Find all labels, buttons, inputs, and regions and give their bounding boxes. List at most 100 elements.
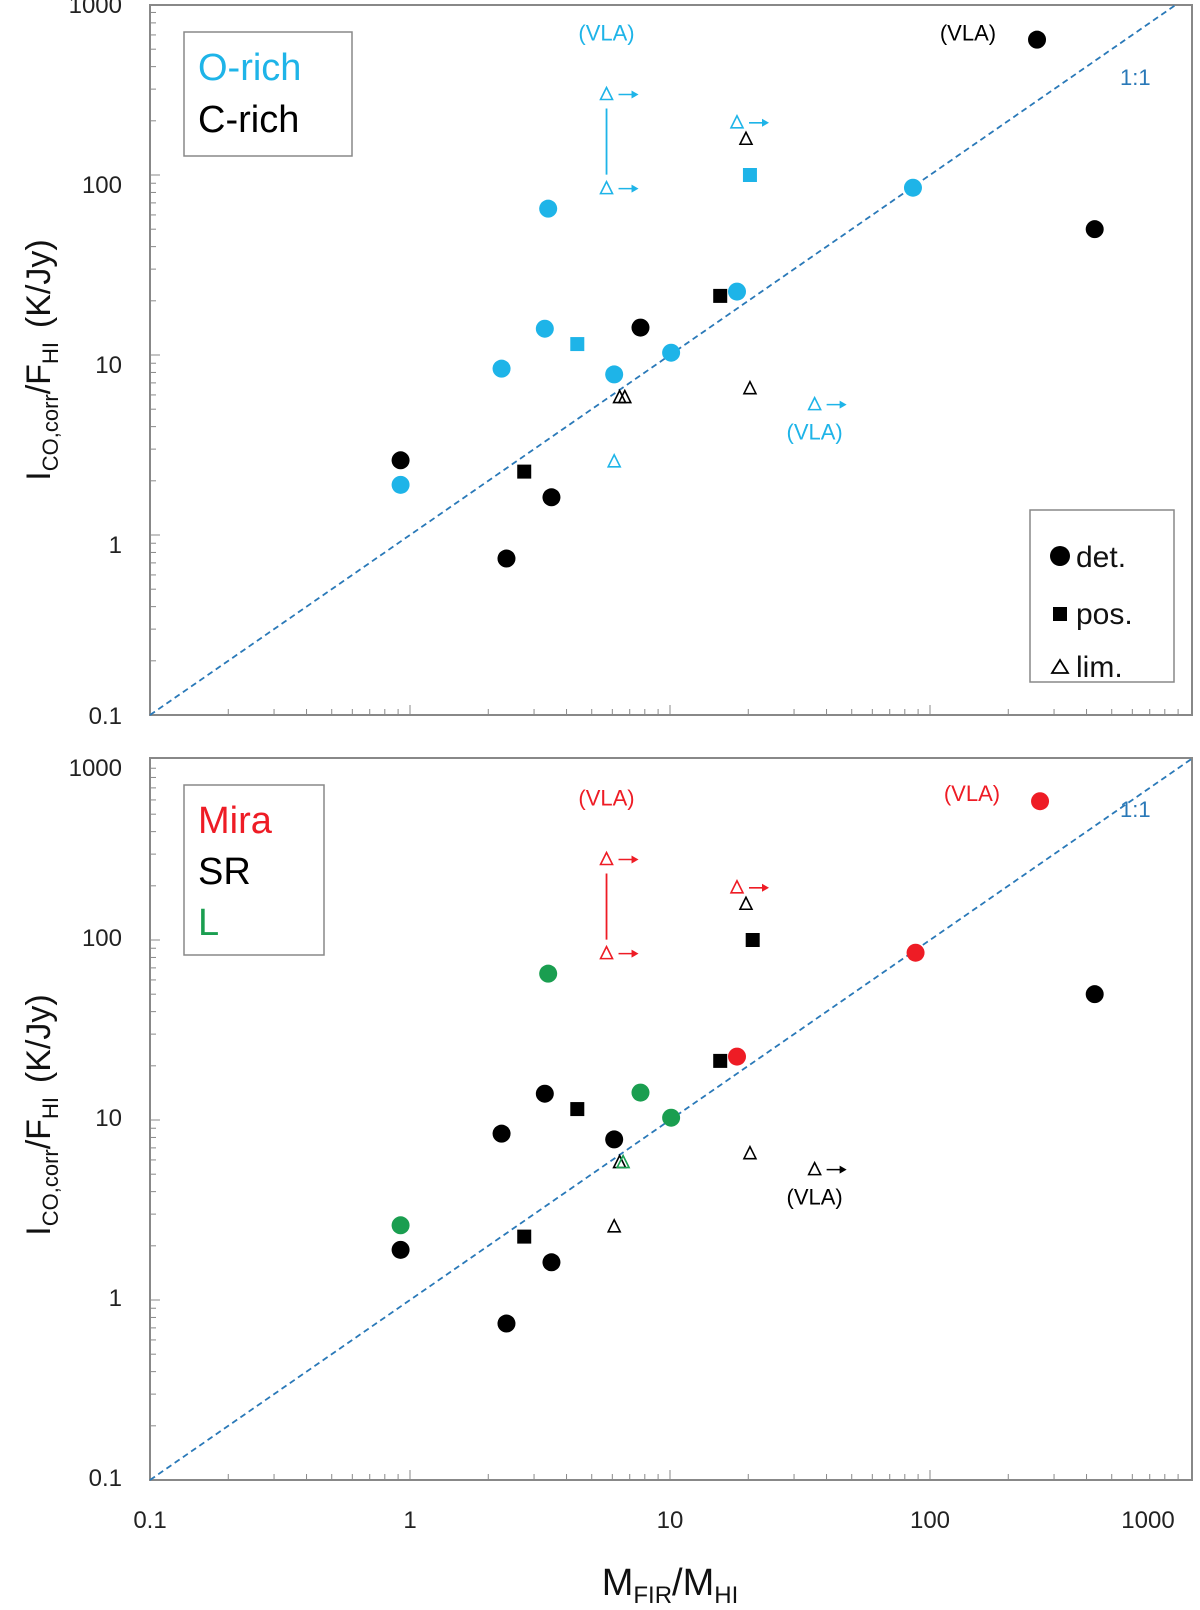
detection-point: [1031, 792, 1050, 811]
top-y-tick: 10: [95, 352, 122, 379]
panel-bottom: 1:1 1000 100 10 1 0.1 ICO,corr/FHI(K/Jy)…: [20, 755, 1193, 1609]
top-y-tick: 1000: [69, 0, 122, 19]
detection-point: [492, 1124, 511, 1143]
legend-l: L: [198, 902, 219, 944]
possible-detection-point: [570, 337, 585, 352]
top-y-tick: 100: [82, 172, 122, 199]
detection-point: [539, 199, 558, 218]
bottom-y-tick: 10: [95, 1105, 122, 1132]
limit-point: [599, 850, 614, 866]
legend-pos-label: pos.: [1076, 598, 1133, 631]
detection-point: [727, 1047, 746, 1066]
legend-mira: Mira: [198, 800, 273, 842]
detection-point: [542, 488, 561, 507]
limit-arrowhead: [631, 949, 639, 958]
limit-arrowhead: [761, 118, 769, 127]
top-y-tick: 1: [109, 532, 122, 559]
detection-point: [631, 318, 650, 337]
possible-detection-point: [517, 1229, 532, 1244]
detection-point: [662, 343, 681, 362]
vla-annotation: (VLA): [787, 419, 843, 444]
detection-point: [535, 1084, 554, 1103]
legend-c-rich: C-rich: [198, 99, 299, 141]
vla-annotation: (VLA): [940, 20, 996, 45]
limit-point: [738, 895, 754, 911]
detection-point: [391, 475, 410, 494]
limit-point: [729, 879, 745, 894]
limit-arrowhead: [631, 184, 639, 193]
top-y-axis-label: ICO,corr/FHI(K/Jy): [20, 239, 63, 480]
detection-point: [1085, 985, 1104, 1004]
bottom-y-tick: 100: [82, 925, 122, 952]
top-one-to-one-label: 1:1: [1120, 65, 1151, 90]
limit-point: [606, 1218, 622, 1233]
x-tick: 1: [403, 1507, 416, 1534]
legend-pos-marker: [1053, 607, 1067, 621]
vla-annotation: (VLA): [578, 20, 634, 45]
top-plot-frame: [149, 4, 1193, 716]
detection-point: [391, 1240, 410, 1259]
vla-annotation: (VLA): [787, 1184, 843, 1209]
x-tick: 100: [910, 1507, 950, 1534]
possible-detection-point: [745, 933, 760, 947]
detection-point: [539, 964, 558, 983]
detection-point: [727, 282, 746, 301]
bottom-data-points: (VLA) (VLA) (VLA): [391, 781, 1104, 1333]
limit-point: [617, 388, 633, 404]
legend-lim-label: lim.: [1076, 651, 1123, 684]
detection-point: [662, 1108, 681, 1127]
limit-arrowhead: [839, 1165, 847, 1174]
detection-point: [605, 1130, 624, 1149]
detection-point: [497, 1314, 516, 1333]
detection-point: [903, 178, 922, 197]
bottom-y-tick: 0.1: [89, 1465, 122, 1492]
legend-sr: SR: [198, 851, 251, 893]
limit-point: [807, 1160, 822, 1176]
detection-point: [391, 1216, 410, 1235]
limit-arrowhead: [761, 883, 769, 892]
possible-detection-point: [713, 1053, 728, 1068]
limit-point: [599, 179, 614, 195]
top-data-points: (VLA) (VLA) (VLA): [391, 20, 1104, 568]
detection-point: [1085, 220, 1104, 239]
limit-point: [738, 130, 754, 146]
limit-arrowhead: [631, 90, 639, 99]
marker-legend-box: [1029, 509, 1175, 683]
bottom-one-to-one-label: 1:1: [1120, 797, 1151, 822]
panel-top: 1:1 1000 100 10 1 0.1 ICO,corr/FHI(K/Jy)…: [20, 0, 1193, 730]
detection-point: [542, 1253, 561, 1272]
top-one-to-one-line: [149, 4, 1177, 716]
top-y-tick: 0.1: [89, 703, 122, 730]
x-tick: 1000: [1121, 1507, 1174, 1534]
legend-det-label: det.: [1076, 541, 1126, 574]
top-group-legend-box: [183, 31, 353, 157]
detection-point: [631, 1083, 650, 1102]
limit-point: [742, 379, 758, 395]
limit-point: [742, 1144, 758, 1160]
detection-point: [391, 451, 410, 470]
limit-point: [606, 453, 622, 468]
detection-point: [1028, 30, 1047, 49]
legend-lim-marker: [1050, 658, 1070, 674]
bottom-plot-frame: [149, 757, 1193, 1481]
limit-point: [729, 114, 745, 129]
x-tick: 10: [657, 1507, 684, 1534]
legend-det-marker: [1050, 546, 1070, 566]
detection-point: [535, 319, 554, 338]
possible-detection-point: [517, 464, 532, 479]
detection-point: [492, 359, 511, 378]
possible-detection-point: [713, 288, 728, 303]
x-tick: 0.1: [133, 1507, 166, 1534]
possible-detection-point: [742, 168, 757, 182]
vla-annotation: (VLA): [578, 785, 634, 810]
top-y-tick-labels: 1000 100 10 1 0.1: [69, 0, 122, 730]
limit-arrowhead: [631, 855, 639, 864]
x-tick-labels: 0.1 1 10 100 1000: [133, 1507, 1174, 1534]
bottom-y-tick-labels: 1000 100 10 1 0.1: [69, 755, 122, 1492]
detection-point: [906, 943, 925, 962]
limit-arrowhead: [839, 400, 847, 409]
bottom-y-axis-label: ICO,corr/FHI(K/Jy): [20, 994, 63, 1235]
possible-detection-point: [570, 1102, 585, 1117]
detection-point: [497, 549, 516, 568]
